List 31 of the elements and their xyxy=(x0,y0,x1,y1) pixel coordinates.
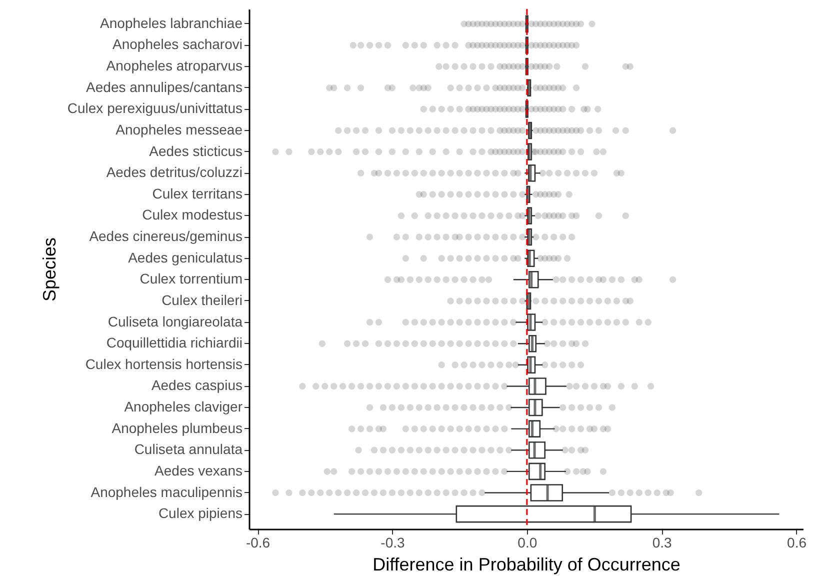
x-tick-label: 0.3 xyxy=(652,534,672,550)
x-tick-label: 0.6 xyxy=(787,534,807,550)
x-tick-label: -0.6 xyxy=(246,534,270,550)
y-tick-label: Culex territans xyxy=(152,185,242,202)
y-tick-label: Culiseta annulata xyxy=(134,441,243,458)
y-axis-title: Species xyxy=(39,237,60,302)
x-axis-title: Difference in Probability of Occurrence xyxy=(372,554,680,574)
y-tick-label: Culex hortensis hortensis xyxy=(85,356,242,372)
y-tick-label: Culex pipiens xyxy=(158,505,242,522)
y-tick-label: Aedes cinereus/geminus xyxy=(89,228,242,244)
y-tick-label: Culex modestus xyxy=(142,206,242,223)
y-tick-label: Aedes detritus/coluzzi xyxy=(106,164,242,180)
x-tick-label: -0.3 xyxy=(380,534,405,550)
y-tick-label: Anopheles atroparvus xyxy=(106,58,242,74)
y-tick-label: Anopheles messeae xyxy=(116,121,243,138)
y-tick-label: Anopheles claviger xyxy=(124,398,243,415)
y-tick-label: Aedes vexans xyxy=(154,462,242,478)
y-tick-label: Culex torrentium xyxy=(140,270,242,287)
y-tick-label: Anopheles maculipennis xyxy=(90,484,242,500)
y-tick-label: Anopheles labranchiae xyxy=(100,14,243,31)
y-tick-label: Aedes sticticus xyxy=(149,142,242,159)
y-tick-label: Anopheles sacharovi xyxy=(112,36,242,52)
y-tick-label: Culiseta longiareolata xyxy=(108,313,243,330)
y-tick-label: Culex perexiguus/univittatus xyxy=(67,100,242,116)
y-tick-label: Coquillettidia richiardii xyxy=(106,334,242,351)
y-tick-label: Aedes caspius xyxy=(151,377,242,394)
y-tick-label: Aedes annulipes/cantans xyxy=(86,78,242,95)
y-tick-label: Aedes geniculatus xyxy=(128,249,242,266)
y-tick-label: Anopheles plumbeus xyxy=(112,420,242,436)
y-tick-label: Culex theileri xyxy=(162,292,242,308)
x-tick-label: 0.0 xyxy=(518,534,538,550)
